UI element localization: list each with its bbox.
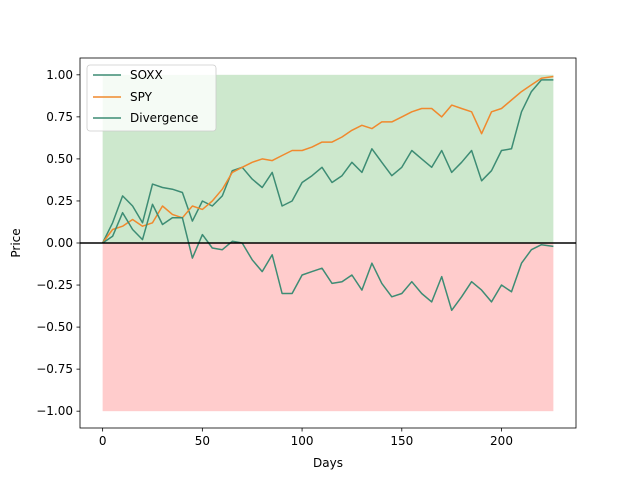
x-tick-label: 200	[490, 434, 513, 448]
y-axis-label: Price	[9, 228, 23, 257]
x-axis-ticks: 0 50 100 150 200	[99, 428, 513, 448]
y-tick-label: 0.00	[46, 236, 73, 250]
series-line-divergence	[102, 203, 554, 312]
x-tick-label: 100	[291, 434, 314, 448]
y-tick-label: −0.25	[36, 278, 73, 292]
negative-band	[102, 243, 554, 412]
y-axis-ticks: −1.00 −0.75 −0.50 −0.25 0.00 0.25 0.50 0.75 1.00	[36, 68, 80, 418]
fill-bands	[102, 74, 554, 412]
series-lines	[101, 75, 554, 312]
x-tick-label: 0	[99, 434, 107, 448]
x-tick-label: 150	[390, 434, 413, 448]
series-line-soxx	[101, 79, 554, 244]
y-tick-label: 0.75	[46, 110, 73, 124]
legend: SOXX SPY Divergence	[86, 64, 217, 132]
y-tick-label: −0.75	[36, 362, 73, 376]
legend-label-soxx: SOXX	[130, 68, 163, 82]
y-tick-label: −0.50	[36, 320, 73, 334]
series-line-spy	[101, 75, 554, 244]
y-tick-label: 0.50	[46, 152, 73, 166]
x-tick-label: 50	[195, 434, 210, 448]
legend-box	[86, 64, 217, 132]
y-tick-label: −1.00	[36, 404, 73, 418]
y-tick-label: 0.25	[46, 194, 73, 208]
y-tick-label: 1.00	[46, 68, 73, 82]
x-axis-label: Days	[313, 456, 343, 470]
legend-label-divergence: Divergence	[130, 111, 198, 125]
legend-label-spy: SPY	[130, 90, 153, 104]
